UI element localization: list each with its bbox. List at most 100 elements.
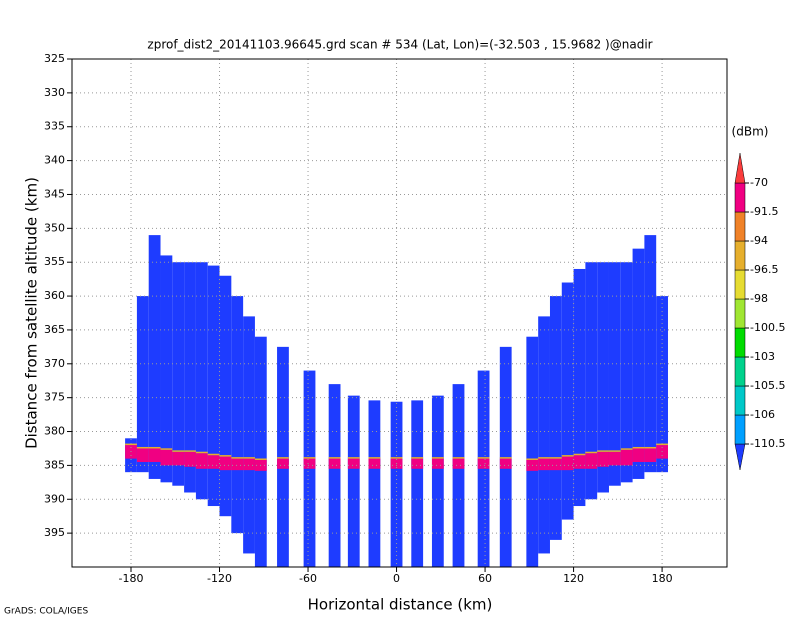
- colorbar-tick-label: -110.5: [750, 437, 785, 450]
- echo-stripe: [644, 235, 657, 473]
- colorbar-box: [734, 356, 746, 387]
- surface-band: [148, 448, 161, 463]
- echo-stripe: [160, 255, 173, 483]
- colorbar-tick-label: -91.5: [750, 205, 778, 218]
- surface-edge: [277, 457, 289, 459]
- colorbar-tick-label: -105.5: [750, 379, 785, 392]
- y-tick-label: 385: [44, 458, 65, 471]
- y-tick-label: 355: [44, 255, 65, 268]
- echo-stripe: [526, 336, 539, 567]
- surface-edge: [125, 443, 137, 446]
- surface-band: [452, 458, 465, 469]
- surface-band: [231, 458, 244, 471]
- echo-stripe: [585, 262, 598, 500]
- echo-stripe: [231, 296, 244, 534]
- surface-edge: [632, 446, 645, 449]
- colorbar-tick-label: -98: [750, 292, 768, 305]
- colorbar-tick-label: -103: [750, 350, 775, 363]
- echo-stripe: [597, 262, 609, 493]
- surface-band: [608, 451, 621, 466]
- credit: GrADS: COLA/IGES: [4, 607, 88, 617]
- echo-stripe: [184, 262, 196, 493]
- y-tick-label: 365: [44, 323, 65, 336]
- x-tick-label: -120: [207, 572, 232, 585]
- surface-band: [549, 458, 562, 471]
- surface-edge: [585, 451, 598, 454]
- chart-title: zprof_dist2_20141103.96645.grd scan # 53…: [147, 38, 652, 52]
- surface-band: [431, 458, 444, 469]
- y-tick-label: 340: [44, 154, 65, 167]
- colorbar-box: [734, 240, 746, 271]
- echo-stripe: [656, 296, 668, 473]
- y-tick-label: 380: [44, 425, 65, 438]
- echo-stripe: [561, 282, 574, 520]
- y-tick-label: 375: [44, 391, 65, 404]
- echo-stripe: [452, 384, 465, 567]
- surface-edge: [184, 450, 196, 452]
- surface-edge: [172, 450, 185, 452]
- surface-edge: [243, 457, 255, 459]
- echo-stripe: [172, 262, 185, 486]
- surface-edge: [195, 451, 208, 454]
- surface-band: [632, 448, 645, 463]
- y-tick-label: 350: [44, 221, 65, 234]
- surface-edge: [644, 446, 657, 449]
- x-tick-label: -180: [119, 572, 144, 585]
- echo-stripe: [573, 268, 586, 507]
- surface-band: [219, 456, 232, 471]
- surface-band: [477, 458, 490, 469]
- echo-stripe: [608, 262, 621, 486]
- y-tick-label: 345: [44, 187, 65, 200]
- x-tick-label: 0: [393, 572, 400, 585]
- x-tick-label: 180: [652, 572, 673, 585]
- echo-stripe: [620, 262, 633, 483]
- surface-edge: [597, 450, 609, 452]
- surface-edge: [328, 457, 341, 459]
- colorbar-triangle: [734, 152, 746, 184]
- surface-band: [499, 458, 512, 469]
- surface-band: [561, 456, 574, 471]
- echo-stripe: [207, 265, 220, 507]
- surface-band: [172, 451, 185, 466]
- y-tick-label: 390: [44, 492, 65, 505]
- y-tick-label: 330: [44, 86, 65, 99]
- surface-edge: [452, 457, 465, 459]
- surface-edge: [368, 457, 381, 459]
- surface-band: [243, 458, 255, 471]
- surface-band: [328, 458, 341, 469]
- surface-band: [303, 458, 316, 469]
- echo-stripe: [411, 400, 424, 567]
- surface-edge: [390, 457, 403, 459]
- surface-edge: [561, 455, 574, 457]
- surface-edge: [573, 453, 586, 456]
- echo-stripe: [347, 395, 360, 567]
- surface-band: [195, 453, 208, 469]
- surface-edge: [148, 446, 161, 449]
- y-tick-label: 395: [44, 526, 65, 539]
- echo-stripe: [328, 384, 341, 567]
- echo-stripe: [549, 296, 562, 540]
- surface-edge: [538, 457, 550, 459]
- colorbar-label: (dBm): [732, 125, 769, 139]
- colorbar-tick-label: -106: [750, 408, 775, 421]
- surface-edge: [620, 448, 633, 450]
- x-tick-label: 60: [478, 572, 492, 585]
- echo-stripe: [390, 401, 403, 567]
- echo-stripe: [148, 235, 161, 479]
- surface-edge: [347, 457, 360, 459]
- y-tick-label: 370: [44, 357, 65, 370]
- echo-stripe: [136, 296, 149, 473]
- surface-band: [347, 458, 360, 469]
- surface-edge: [231, 457, 244, 459]
- surface-band: [207, 455, 220, 469]
- echo-stripe: [254, 336, 267, 567]
- colorbar-box: [734, 211, 746, 242]
- surface-band: [368, 458, 381, 469]
- x-tick-label: -60: [299, 572, 317, 585]
- surface-band: [644, 448, 657, 463]
- colorbar-tick-label: -70: [750, 176, 768, 189]
- surface-band: [411, 458, 424, 469]
- echo-stripe: [538, 316, 550, 554]
- echo-stripe: [219, 275, 232, 517]
- colorbar-box: [734, 385, 746, 416]
